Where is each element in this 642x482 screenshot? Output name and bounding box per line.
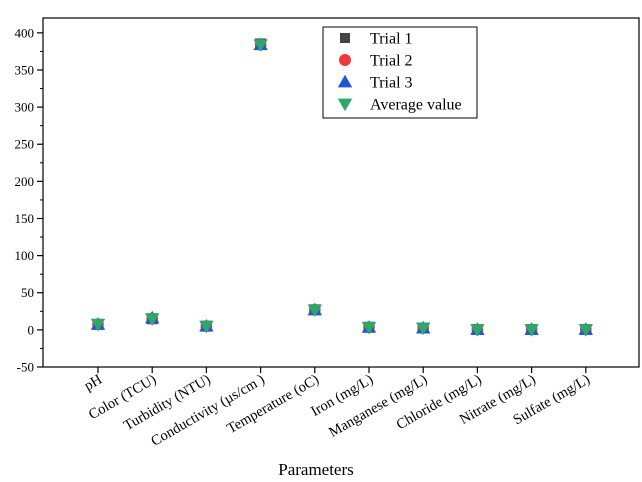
x-tick-label: Temperature (oC) (224, 372, 322, 438)
data-point (416, 322, 431, 336)
data-point (361, 321, 377, 335)
y-axis: -50 0 50 100 150 200 250 300 350 400 (15, 25, 43, 375)
x-tick-label: pH (82, 371, 106, 394)
x-axis-label: Parameters (278, 460, 354, 479)
y-tick-label: 100 (15, 248, 35, 263)
y-tick-label: 300 (15, 100, 35, 115)
data-point (145, 313, 160, 326)
legend-label: Average value (370, 97, 462, 114)
legend-marker (339, 54, 351, 66)
legend-label: Trial 3 (370, 75, 413, 92)
y-tick-label: 50 (21, 285, 34, 300)
y-tick-label: 200 (15, 174, 35, 189)
legend: Trial 1 Trial 2 Trial 3 Average value (322, 26, 478, 119)
plot-frame (42, 17, 640, 368)
legend-label: Trial 2 (370, 53, 413, 70)
legend-marker (337, 74, 353, 88)
data-point (253, 39, 268, 52)
data-point (524, 324, 539, 337)
data-point (307, 304, 322, 318)
y-tick-label: 350 (15, 62, 35, 77)
y-tick-label: -50 (17, 360, 34, 375)
y-tick-label: 400 (15, 25, 35, 40)
data-point (470, 324, 485, 337)
legend-marker (340, 33, 350, 43)
legend-marker (337, 98, 353, 112)
y-tick-label: 150 (15, 211, 35, 226)
y-tick-label: 250 (15, 137, 35, 152)
data-point (199, 320, 214, 334)
legend-label: Trial 1 (370, 31, 413, 48)
y-tick-label: 0 (28, 322, 35, 337)
data-points (90, 37, 593, 337)
data-point (578, 324, 593, 337)
data-point (90, 318, 106, 332)
